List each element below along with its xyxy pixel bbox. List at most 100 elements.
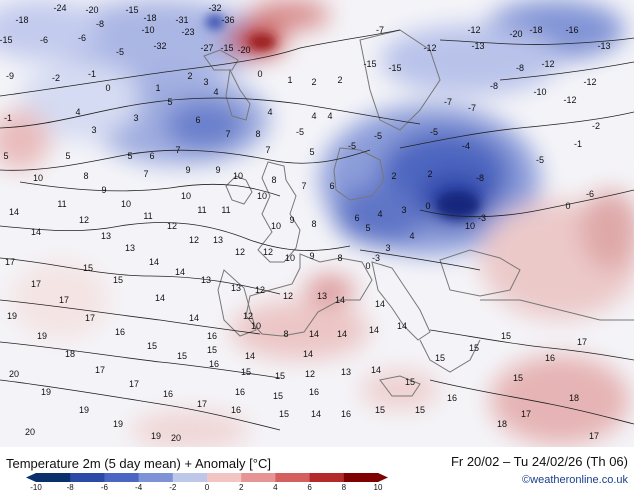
map-value-label: 5 [3, 151, 8, 161]
map-value-label: 15 [405, 377, 415, 387]
map-value-label: 16 [163, 389, 173, 399]
map-value-label: -6 [586, 189, 594, 199]
map-value-label: 4 [327, 111, 332, 121]
map-value-label: 13 [213, 235, 223, 245]
map-value-label: 17 [31, 279, 41, 289]
map-value-label: 14 [149, 257, 159, 267]
map-value-label: 0 [565, 201, 570, 211]
map-value-label: -32 [153, 41, 166, 51]
map-value-label: 7 [265, 145, 270, 155]
map-value-label: 20 [25, 427, 35, 437]
map-value-label: -13 [471, 41, 484, 51]
map-value-label: 14 [371, 365, 381, 375]
map-value-label: 16 [115, 327, 125, 337]
colorbar-segment [309, 473, 345, 482]
map-value-label: 14 [309, 329, 319, 339]
map-value-label: -3 [372, 253, 380, 263]
map-value-label: -6 [40, 35, 48, 45]
map-value-label: 14 [335, 295, 345, 305]
map-value-label: -1 [88, 69, 96, 79]
map-value-label: 10 [121, 199, 131, 209]
legend-footer: Temperature 2m (5 day mean) + Anomaly [°… [0, 447, 634, 490]
coastlines [203, 29, 634, 397]
map-value-label: 4 [75, 107, 80, 117]
map-canvas: -18-24 -20 -15-8-18 -31-32-36-10 -23-32 -27 -1… [0, 0, 634, 447]
map-value-label: 14 [155, 293, 165, 303]
map-value-label: 0 [257, 69, 262, 79]
map-value-label: 8 [83, 171, 88, 181]
map-value-label: 16 [341, 409, 351, 419]
colorbar-tick-label: -8 [67, 483, 75, 490]
map-value-label: 20 [9, 369, 19, 379]
map-value-label: 15 [113, 275, 123, 285]
map-value-label: 14 [337, 329, 347, 339]
colorbar-tick-label: -10 [30, 483, 42, 490]
map-value-label: -15 [388, 63, 401, 73]
map-value-label: -18 [529, 25, 542, 35]
map-value-label: 5 [309, 147, 314, 157]
map-value-label: 12 [243, 311, 253, 321]
map-value-label: 15 [513, 373, 523, 383]
map-value-label: -5 [116, 47, 124, 57]
map-value-label: 18 [497, 419, 507, 429]
map-value-label: 5 [167, 97, 172, 107]
colorbar-tick-label: 2 [239, 483, 244, 490]
map-value-label: 17 [95, 365, 105, 375]
map-value-label: 14 [31, 227, 41, 237]
map-value-label: 7 [225, 129, 230, 139]
map-value-label: 14 [311, 409, 321, 419]
map-value-label: 8 [255, 129, 260, 139]
map-value-label: 15 [207, 345, 217, 355]
map-value-label: -5 [348, 141, 356, 151]
colorbar-tick-label: -4 [135, 483, 143, 490]
map-value-label: -13 [597, 41, 610, 51]
colorbar-tick-label: 6 [307, 483, 312, 490]
colorbar-tick-label: 0 [205, 483, 210, 490]
map-value-label: 10 [181, 191, 191, 201]
map-value-label: 12 [283, 291, 293, 301]
map-value-label: 10 [251, 321, 261, 331]
map-value-label: 2 [427, 169, 432, 179]
colorbar-tick-label: 8 [342, 483, 347, 490]
map-value-label: 7 [175, 145, 180, 155]
colorbar-segment [104, 473, 140, 482]
map-value-label: 11 [197, 205, 206, 215]
map-value-label: -15 [220, 43, 233, 53]
map-value-label: 7 [301, 181, 306, 191]
map-value-label: -31 [175, 15, 188, 25]
map-value-label: 18 [569, 393, 579, 403]
map-value-label: -32 [208, 3, 221, 13]
map-value-label: 15 [273, 391, 283, 401]
map-value-label: 17 [129, 379, 139, 389]
map-value-label: 4 [267, 107, 272, 117]
map-value-label: 8 [271, 175, 276, 185]
map-value-label: -10 [533, 87, 546, 97]
map-value-label: 0 [425, 201, 430, 211]
map-value-label: 8 [311, 219, 316, 229]
colorbar-segment [36, 473, 71, 482]
map-value-label: 5 [65, 151, 70, 161]
valid-period: Fr 20/02 – Tu 24/02/26 (Th 06) [450, 454, 628, 469]
map-value-label: 2 [187, 71, 192, 81]
map-value-label: 17 [589, 431, 599, 441]
map-value-label: 3 [133, 113, 138, 123]
map-value-label: 16 [231, 405, 241, 415]
map-value-label: 5 [365, 223, 370, 233]
map-value-label: 12 [255, 285, 265, 295]
map-value-label: -2 [592, 121, 600, 131]
credit-link[interactable]: ©weatheronline.co.uk [522, 474, 628, 486]
map-value-label: 13 [317, 291, 327, 301]
map-value-label: -12 [563, 95, 576, 105]
map-value-label: -9 [6, 71, 14, 81]
map-value-label: 2 [391, 171, 396, 181]
map-value-label: 3 [91, 125, 96, 135]
colorbar-segment [275, 473, 311, 482]
map-value-label: 12 [305, 369, 315, 379]
map-value-label: 4 [213, 87, 218, 97]
map-value-label: 16 [235, 387, 245, 397]
map-value-label: -18 [143, 13, 156, 23]
colorbar: -10 -8 -6 -4 -2 0 2 4 6 8 10 [26, 473, 388, 490]
map-value-label: 17 [85, 313, 95, 323]
map-value-label: -15 [125, 5, 138, 15]
map-value-label: -7 [376, 25, 384, 35]
